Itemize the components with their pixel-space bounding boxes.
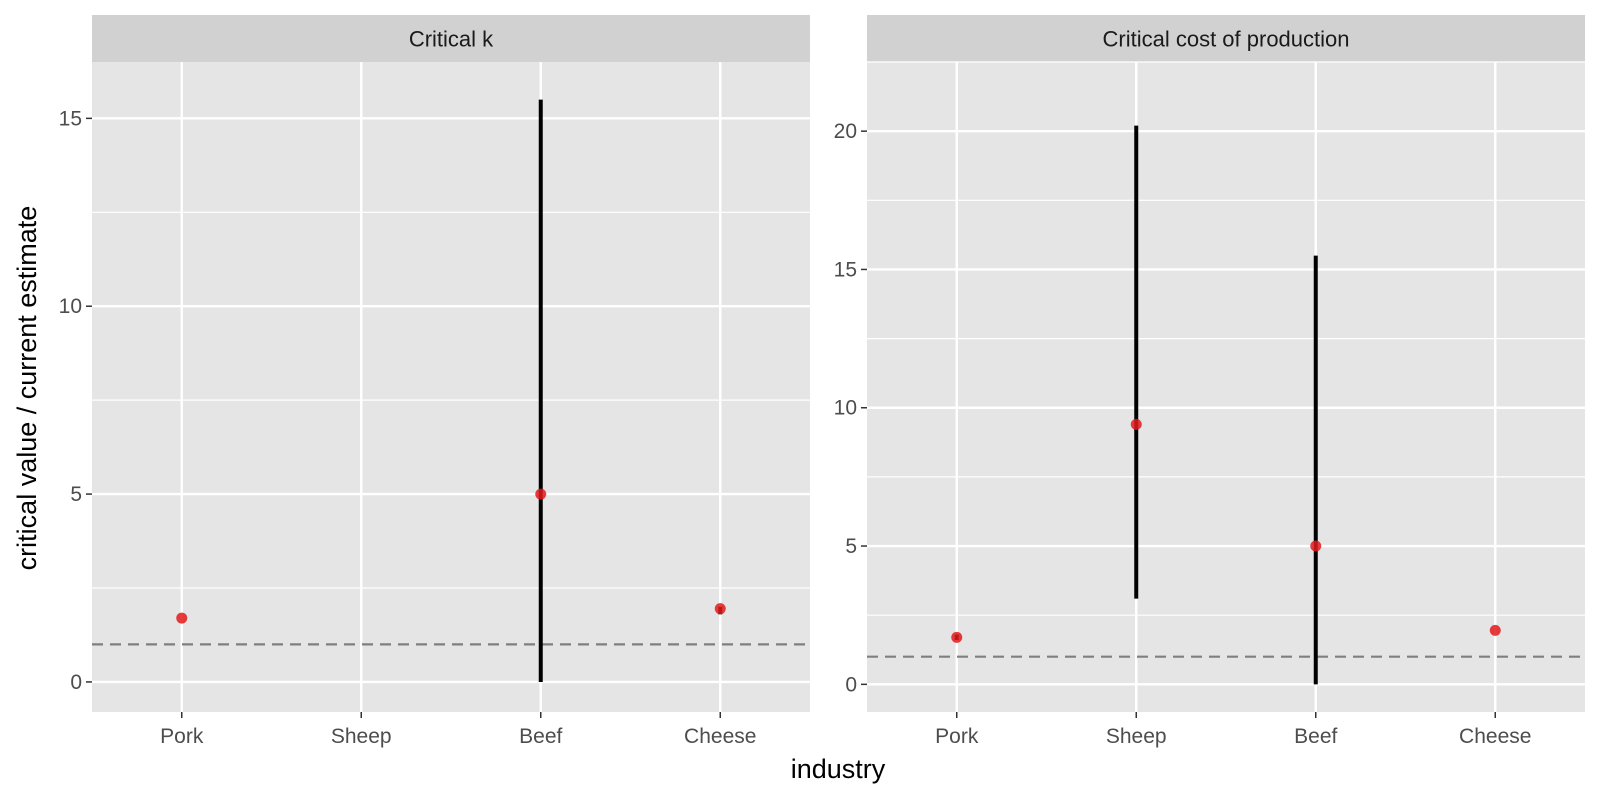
x-tick-label: Cheese: [1459, 725, 1531, 748]
y-tick-label: 5: [70, 483, 82, 506]
x-tick-label: Pork: [935, 725, 979, 748]
panel-background: [92, 62, 810, 712]
facet-panel-2: Critical cost of production 0 5 10 15 20 Pork S…: [834, 15, 1585, 748]
y-tick-label: 0: [845, 673, 857, 696]
data-point-pork: [176, 612, 188, 624]
data-point-beef: [1310, 540, 1322, 552]
facet-panel-1: Critical k 0 5 10 15 Pork Sheep Beef Cheese: [59, 15, 810, 748]
y-tick-label: 10: [834, 397, 857, 420]
y-tick-label: 20: [834, 120, 857, 143]
y-tick-label: 0: [70, 671, 82, 694]
facet-strip: [867, 15, 1585, 62]
facet-strip: [92, 15, 810, 62]
y-tick-label: 5: [845, 535, 857, 558]
x-tick-label: Beef: [519, 725, 562, 748]
x-tick-label: Pork: [160, 725, 204, 748]
y-axis-title: critical value / current estimate: [12, 206, 42, 571]
data-point-cheese: [714, 603, 726, 615]
panel-background: [867, 62, 1585, 712]
y-tick-label: 10: [59, 295, 82, 318]
data-point-beef: [535, 488, 547, 500]
x-tick-label: Cheese: [684, 725, 756, 748]
x-axis-title: industry: [791, 754, 886, 784]
y-tick-label: 15: [59, 107, 82, 130]
facet-title: Critical cost of production: [1103, 27, 1350, 52]
data-point-sheep: [1130, 418, 1142, 430]
x-tick-label: Beef: [1294, 725, 1337, 748]
x-tick-label: Sheep: [331, 725, 392, 748]
data-point-pork: [951, 631, 963, 643]
x-tick-label: Sheep: [1106, 725, 1167, 748]
facet-title: Critical k: [409, 27, 494, 52]
y-tick-label: 15: [834, 258, 857, 281]
data-point-cheese: [1489, 624, 1501, 636]
